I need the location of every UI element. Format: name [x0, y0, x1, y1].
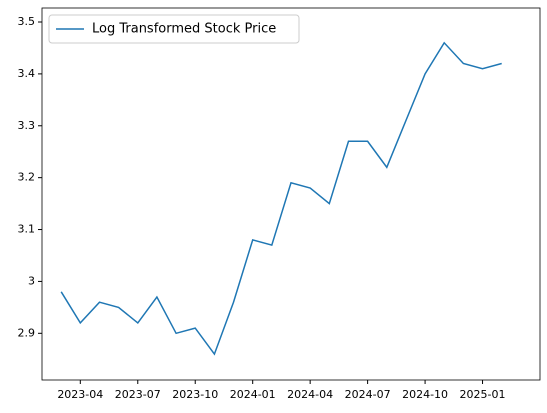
- x-tick-label: 2025-01: [460, 388, 506, 401]
- x-tick-label: 2024-04: [287, 388, 333, 401]
- x-tick-label: 2023-04: [57, 388, 103, 401]
- y-tick-label: 3.4: [18, 67, 36, 80]
- x-tick-label: 2023-07: [115, 388, 161, 401]
- y-tick-label: 3.5: [18, 15, 36, 28]
- x-tick-label: 2024-10: [402, 388, 448, 401]
- y-tick-label: 2.9: [18, 326, 36, 339]
- x-tick-label: 2023-10: [172, 388, 218, 401]
- plot-frame: [41, 7, 541, 381]
- y-tick-label: 3: [28, 274, 35, 287]
- y-tick-label: 3.2: [18, 171, 36, 184]
- x-tick-label: 2024-01: [230, 388, 276, 401]
- legend-box: [48, 14, 300, 44]
- data-line: [60, 41, 502, 356]
- x-tick-label: 2024-07: [345, 388, 391, 401]
- legend-label: Log Transformed Stock Price: [92, 22, 276, 37]
- y-tick-label: 3.3: [18, 119, 36, 132]
- y-tick-label: 3.1: [18, 223, 36, 236]
